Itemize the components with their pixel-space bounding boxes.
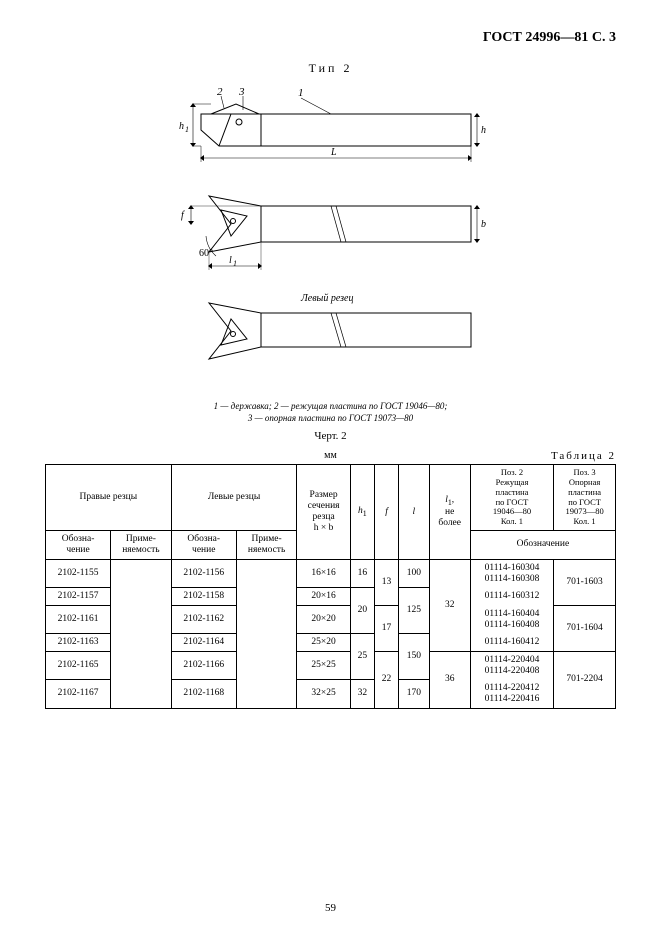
th-pos3: Поз. 3 Опорная пластина по ГОСТ 19073—80… [554, 465, 616, 531]
svg-text:1: 1 [233, 259, 237, 268]
th-right-cutters: Правые резцы [46, 465, 172, 531]
svg-text:2: 2 [217, 86, 223, 98]
th-left-cutters: Левые резцы [171, 465, 297, 531]
diagram-legend: 1 — державка; 2 — режущая пластина по ГО… [141, 401, 521, 424]
th-l1: l1,неболее [429, 465, 470, 559]
th-applicability-l: Приме- няемость [236, 530, 297, 559]
svg-text:h: h [179, 121, 184, 132]
th-pos2: Поз. 2 Режущая пластина по ГОСТ 19046—80… [470, 465, 553, 531]
svg-text:f: f [181, 210, 185, 221]
units-label: мм [45, 450, 616, 461]
th-designation-l: Обозна- чение [171, 530, 236, 559]
th-f: f [374, 465, 398, 559]
page-number: 59 [0, 902, 661, 914]
table-row: 2102-1155 2102-1156 16×16 16 13 100 32 0… [46, 559, 616, 587]
th-designation: Обозна- чение [46, 530, 111, 559]
svg-text:1: 1 [298, 87, 304, 99]
technical-drawing: 2 3 1 h h 1 [161, 86, 501, 391]
th-h1: h1 [350, 465, 374, 559]
svg-text:b: b [481, 219, 486, 230]
table-label: Таблица 2 [551, 450, 616, 462]
figure-number: Черт. 2 [45, 430, 616, 442]
th-applicability: Приме- няемость [111, 530, 172, 559]
th-l: l [399, 465, 429, 559]
svg-text:l: l [229, 255, 232, 266]
data-table: Правые резцы Левые резцы Размер сечения … [45, 464, 616, 708]
th-section-size: Размер сечения резца h × b [297, 465, 350, 559]
svg-text:h: h [481, 125, 486, 136]
svg-text:1: 1 [185, 125, 189, 134]
svg-text:Левый резец: Левый резец [300, 293, 353, 304]
type-heading: Тип 2 [45, 61, 616, 76]
th-designation2: Обозначение [470, 530, 615, 559]
svg-text:L: L [330, 147, 337, 158]
document-header: ГОСТ 24996—81 С. 3 [45, 30, 616, 46]
svg-text:60°: 60° [199, 248, 213, 259]
svg-text:3: 3 [238, 86, 245, 98]
